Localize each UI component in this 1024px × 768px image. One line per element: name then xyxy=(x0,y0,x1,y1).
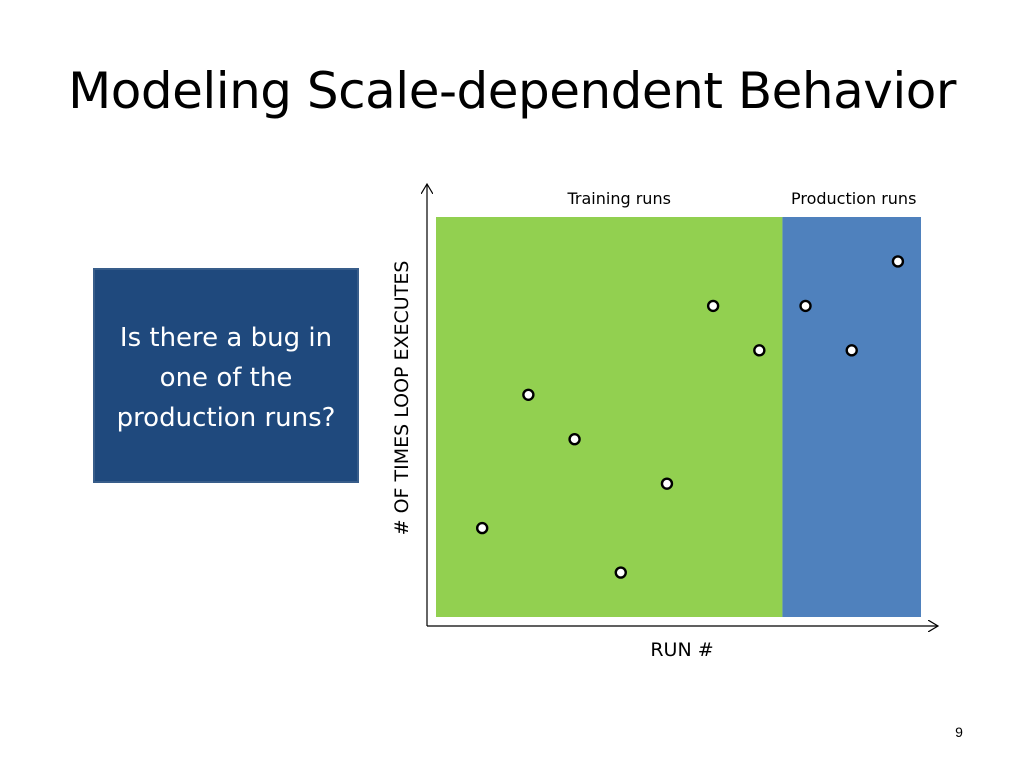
production-region xyxy=(782,217,921,617)
training-point-7 xyxy=(753,344,766,357)
y-axis-label: # OF TIMES LOOP EXECUTES xyxy=(391,261,413,536)
training-point-3 xyxy=(568,433,581,446)
training-region xyxy=(436,217,783,617)
page-number: 9 xyxy=(955,724,963,740)
training-point-4 xyxy=(614,566,627,579)
question-callout: Is there a bug in one of the production … xyxy=(93,268,359,483)
production-runs-label: Production runs xyxy=(791,189,916,208)
production-point-3 xyxy=(891,255,905,268)
training-point-2 xyxy=(522,388,535,401)
slide-title: Modeling Scale-dependent Behavior xyxy=(68,62,956,120)
data-points xyxy=(475,255,905,579)
production-point-2 xyxy=(845,344,858,357)
training-point-1 xyxy=(475,521,489,535)
training-point-5 xyxy=(660,477,674,490)
x-axis-label: RUN # xyxy=(650,639,713,661)
production-point-1 xyxy=(799,299,812,313)
training-point-6 xyxy=(706,299,720,313)
training-runs-label: Training runs xyxy=(567,189,671,208)
